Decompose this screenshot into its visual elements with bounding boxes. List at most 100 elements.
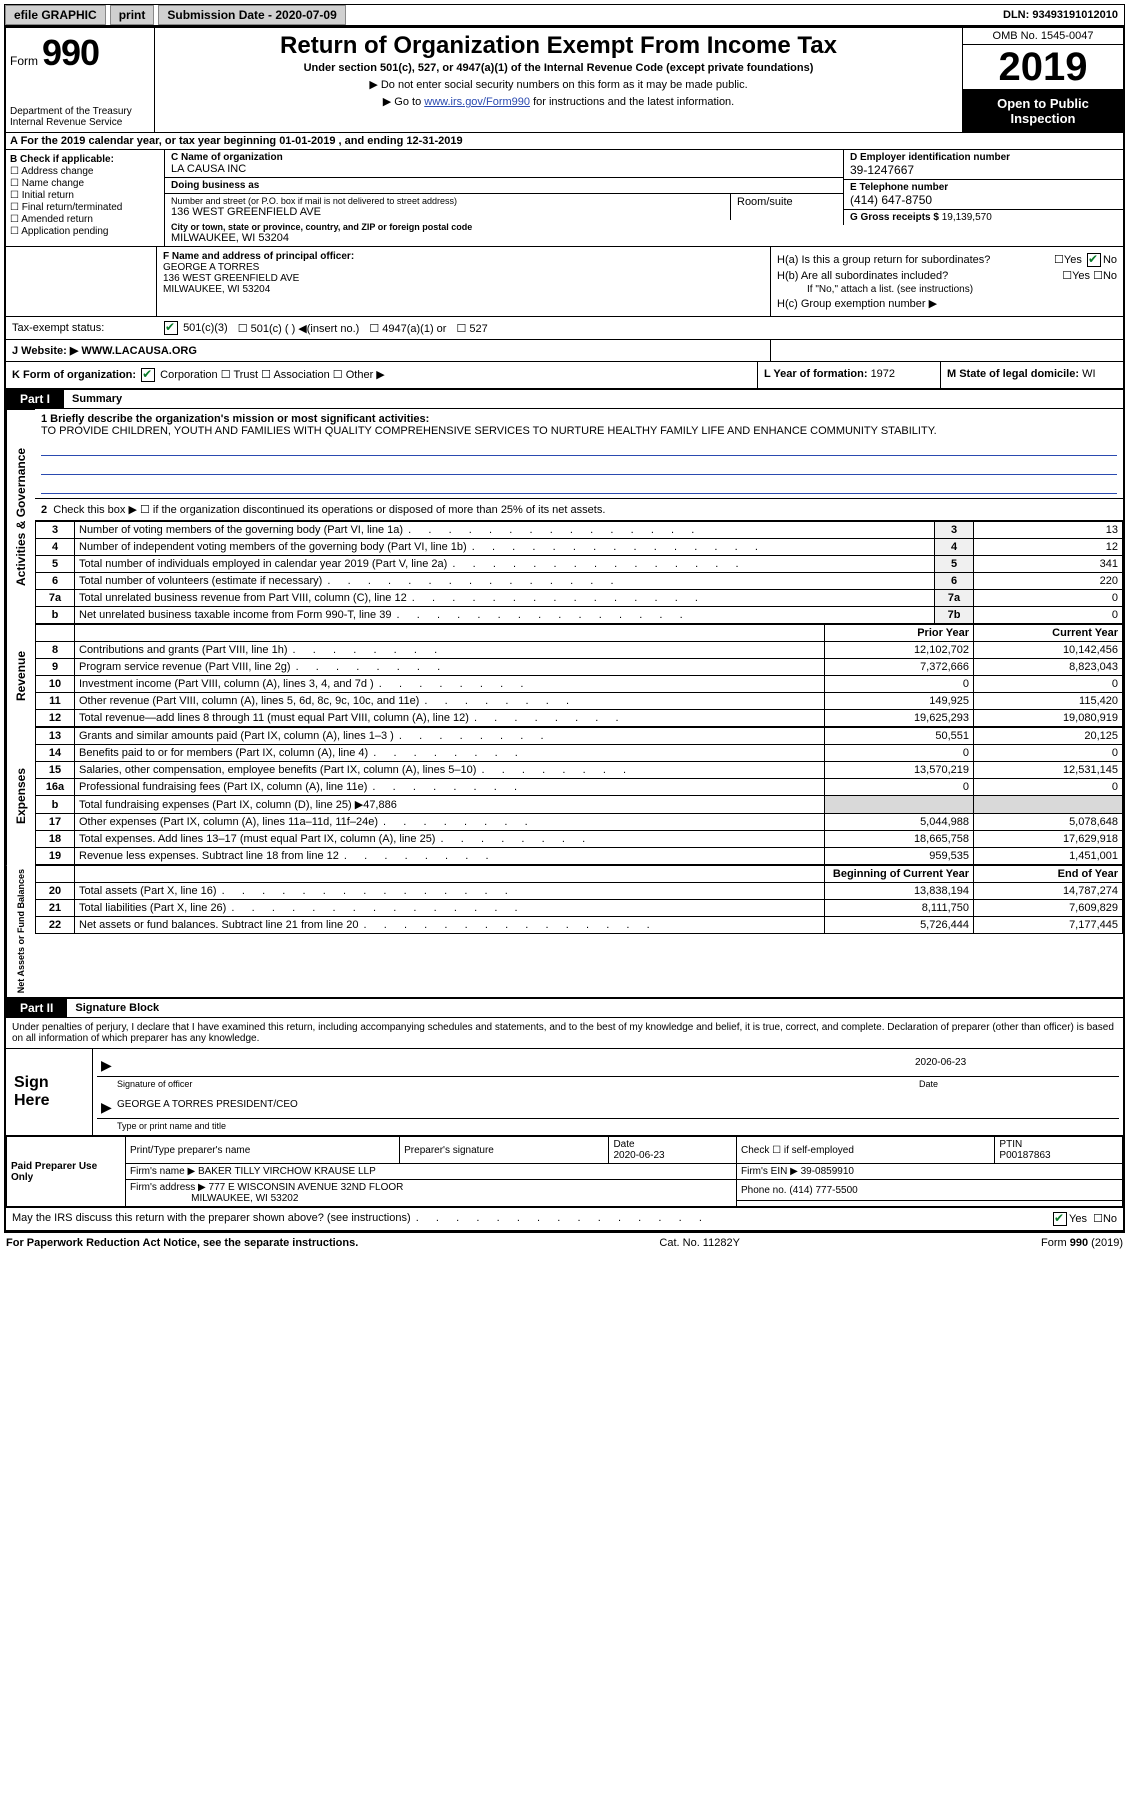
phone-value: (414) 647-8750 (850, 193, 1117, 207)
prep-date-value: 2020-06-23 (613, 1150, 664, 1161)
instr-link: Go to www.irs.gov/Form990 for instructio… (159, 95, 958, 108)
form-body: Form 990 Department of the Treasury Inte… (4, 26, 1125, 1232)
firm-name-value: BAKER TILLY VIRCHOW KRAUSE LLP (198, 1166, 376, 1177)
table-row: bNet unrelated business taxable income f… (36, 607, 1123, 624)
section-bcde: B Check if applicable: ☐ Address change … (6, 150, 1123, 247)
summary-table: Activities & Governance 1 Briefly descri… (6, 409, 1123, 624)
m-value: WI (1082, 368, 1095, 380)
side-revenue: Revenue (6, 624, 35, 727)
chk-final-return[interactable]: ☐ Final return/terminated (10, 202, 160, 213)
firm-addr2: MILWAUKEE, WI 53202 (191, 1193, 298, 1204)
f-officer: F Name and address of principal officer:… (157, 247, 771, 316)
chk-initial-return[interactable]: ☐ Initial return (10, 190, 160, 201)
city-value: MILWAUKEE, WI 53204 (171, 232, 837, 244)
ein-label: D Employer identification number (850, 152, 1117, 163)
table-row: 11Other revenue (Part VIII, column (A), … (36, 693, 1123, 710)
prep-date-label: Date (613, 1139, 634, 1150)
instr-post: for instructions and the latest informat… (530, 96, 734, 108)
room-label: Room/suite (737, 196, 837, 208)
f-name: GEORGE A TORRES (163, 262, 764, 273)
open-public-badge: Open to Public Inspection (963, 90, 1123, 132)
chk-label: Amended return (21, 214, 93, 225)
tax-label: Tax-exempt status: (12, 322, 152, 334)
chk-label: Address change (21, 166, 93, 177)
firm-addr-label: Firm's address ▶ (130, 1182, 206, 1193)
chk-address-change[interactable]: ☐ Address change (10, 166, 160, 177)
netassets-grid: Beginning of Current YearEnd of Year20To… (35, 865, 1123, 934)
sign-here-label: Sign Here (6, 1049, 93, 1135)
netassets-section: Net Assets or Fund Balances Beginning of… (6, 865, 1123, 999)
table-row: 19Revenue less expenses. Subtract line 1… (36, 848, 1123, 865)
chk-amended[interactable]: ☐ Amended return (10, 214, 160, 225)
firm-phone-label: Phone no. (741, 1185, 789, 1196)
form-subtitle: Under section 501(c), 527, or 4947(a)(1)… (159, 62, 958, 74)
sig-officer-label: Signature of officer (117, 1079, 919, 1089)
expenses-section: Expenses 13Grants and similar amounts pa… (6, 727, 1123, 865)
b-header: B Check if applicable: (10, 154, 160, 165)
chk-label: Final return/terminated (22, 202, 123, 213)
part2-header: Part II (6, 999, 67, 1017)
irs-link[interactable]: www.irs.gov/Form990 (424, 96, 530, 108)
period-row: A For the 2019 calendar year, or tax yea… (6, 133, 1123, 150)
col-de: D Employer identification number 39-1247… (843, 150, 1123, 246)
table-row: 15Salaries, other compensation, employee… (36, 762, 1123, 779)
revenue-grid: Prior YearCurrent Year8Contributions and… (35, 624, 1123, 727)
part1-header: Part I (6, 390, 64, 408)
table-row: 22Net assets or fund balances. Subtract … (36, 917, 1123, 934)
print-button[interactable]: print (110, 5, 155, 25)
dba-label: Doing business as (171, 180, 837, 191)
dept-line2: Internal Revenue Service (10, 117, 150, 128)
sig-date-label: Date (919, 1079, 1119, 1089)
k-label: K Form of organization: (12, 369, 136, 381)
website-row: J Website: ▶ WWW.LACAUSA.ORG (6, 340, 1123, 362)
officer-name-label: Type or print name and title (97, 1121, 1119, 1131)
omb-number: OMB No. 1545-0047 (963, 28, 1123, 45)
hc-label: H(c) Group exemption number ▶ (777, 297, 937, 310)
paid-preparer-label: Paid Preparer Use Only (7, 1137, 126, 1207)
table-row: 10Investment income (Part VIII, column (… (36, 676, 1123, 693)
efile-button[interactable]: efile GRAPHIC (5, 5, 106, 25)
l-label: L Year of formation: (764, 368, 871, 380)
col-b-checkboxes: B Check if applicable: ☐ Address change … (6, 150, 165, 246)
m-label: M State of legal domicile: (947, 368, 1082, 380)
addr-value: 136 WEST GREENFIELD AVE (171, 206, 724, 218)
chk-corporation[interactable] (141, 368, 155, 382)
revenue-section: Revenue Prior YearCurrent Year8Contribut… (6, 624, 1123, 727)
table-row: 5Total number of individuals employed in… (36, 556, 1123, 573)
501c-label: 501(c) ( ) ◀(insert no.) (251, 323, 360, 335)
table-row: 6Total number of volunteers (estimate if… (36, 573, 1123, 590)
firm-ein-value: 39-0859910 (801, 1166, 854, 1177)
ha-no-checkbox[interactable] (1087, 253, 1101, 267)
footer-left: For Paperwork Reduction Act Notice, see … (6, 1237, 358, 1249)
discuss-yes-checkbox[interactable] (1053, 1212, 1067, 1226)
table-row: 8Contributions and grants (Part VIII, li… (36, 642, 1123, 659)
form-header: Form 990 Department of the Treasury Inte… (6, 28, 1123, 133)
addr-label: Number and street (or P.O. box if mail i… (171, 196, 724, 206)
tax-year: 2019 (963, 45, 1123, 90)
h-group: H(a) Is this a group return for subordin… (771, 247, 1123, 316)
fgh-row: F Name and address of principal officer:… (6, 247, 1123, 317)
chk-501c3[interactable] (164, 321, 178, 335)
form-title: Return of Organization Exempt From Incom… (159, 32, 958, 60)
city-label: City or town, state or province, country… (171, 222, 837, 232)
klm-row: K Form of organization: Corporation ☐ Tr… (6, 362, 1123, 390)
q2-text: Check this box ▶ ☐ if the organization d… (53, 504, 605, 516)
table-row: 7aTotal unrelated business revenue from … (36, 590, 1123, 607)
page-footer: For Paperwork Reduction Act Notice, see … (4, 1232, 1125, 1253)
part1-title: Summary (64, 393, 122, 405)
hb-note: If "No," attach a list. (see instruction… (777, 284, 1117, 295)
col-c-org: C Name of organization LA CAUSA INC Doin… (165, 150, 843, 246)
l-value: 1972 (871, 368, 895, 380)
yes-label: Yes (1072, 270, 1090, 282)
firm-addr1: 777 E WISCONSIN AVENUE 32ND FLOOR (209, 1182, 404, 1193)
dln: DLN: 93493191012010 (997, 7, 1124, 23)
chk-name-change[interactable]: ☐ Name change (10, 178, 160, 189)
prep-name-label: Print/Type preparer's name (126, 1137, 400, 1164)
declaration-text: Under penalties of perjury, I declare th… (6, 1018, 1123, 1049)
gross-label: G Gross receipts $ (850, 212, 942, 223)
side-governance: Activities & Governance (6, 409, 35, 624)
f-label: F Name and address of principal officer: (163, 251, 764, 262)
header-right: OMB No. 1545-0047 2019 Open to Public In… (962, 28, 1123, 132)
chk-application-pending[interactable]: ☐ Application pending (10, 226, 160, 237)
table-row: 12Total revenue—add lines 8 through 11 (… (36, 710, 1123, 727)
